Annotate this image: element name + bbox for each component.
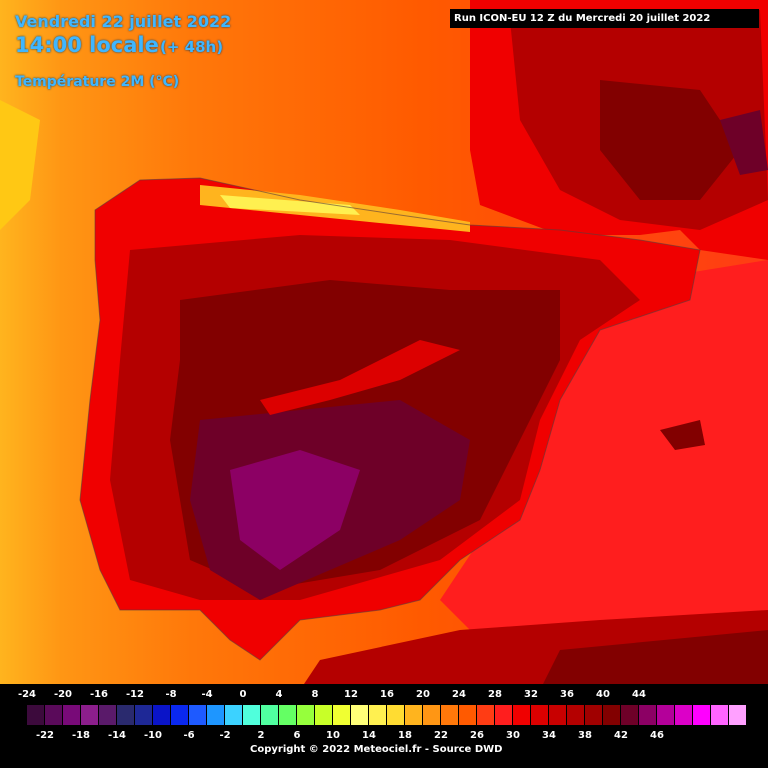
legend-swatch	[153, 705, 171, 725]
legend-swatch	[639, 705, 657, 725]
legend-label: 18	[398, 730, 412, 741]
legend-label: 6	[293, 730, 301, 741]
legend-label: 32	[524, 689, 538, 700]
legend-label: 4	[275, 689, 283, 700]
central-system-band	[260, 340, 460, 415]
legend-label: -18	[71, 730, 91, 741]
legend-label: -22	[35, 730, 55, 741]
legend-label: -2	[219, 730, 231, 741]
variable-label: Température 2M (°C)	[15, 74, 180, 90]
legend-swatch	[45, 705, 63, 725]
north-africa-hot	[540, 630, 768, 690]
legend-label: -6	[183, 730, 195, 741]
atlantic-cool-patch	[0, 100, 40, 230]
legend-swatch	[333, 705, 351, 725]
legend-swatch	[603, 705, 621, 725]
legend-label: -16	[89, 689, 109, 700]
legend-label: 30	[506, 730, 520, 741]
legend-swatch	[279, 705, 297, 725]
coastline	[79, 177, 701, 661]
legend-swatch	[261, 705, 279, 725]
legend-label: 20	[416, 689, 430, 700]
balearic-islands	[660, 420, 705, 450]
france-purple-spot	[720, 110, 768, 175]
legend-label: 0	[239, 689, 247, 700]
legend-label: -4	[201, 689, 213, 700]
legend-swatch	[693, 705, 711, 725]
legend-swatch	[621, 705, 639, 725]
legend-swatch	[711, 705, 729, 725]
legend-label: 40	[596, 689, 610, 700]
legend-swatch	[243, 705, 261, 725]
legend-swatch	[531, 705, 549, 725]
legend-swatch	[495, 705, 513, 725]
legend-label: -8	[165, 689, 177, 700]
legend-label: 42	[614, 730, 628, 741]
legend-swatch	[513, 705, 531, 725]
legend-swatch	[423, 705, 441, 725]
legend-color-bar	[27, 705, 747, 725]
legend-swatch	[351, 705, 369, 725]
legend-swatch	[549, 705, 567, 725]
forecast-date: Vendredi 22 juillet 2022	[15, 12, 232, 31]
legend-label: -12	[125, 689, 145, 700]
legend-label: 38	[578, 730, 592, 741]
legend-swatch	[27, 705, 45, 725]
legend-swatch	[657, 705, 675, 725]
legend-swatch	[729, 705, 747, 725]
legend-label: -14	[107, 730, 127, 741]
legend-label: 26	[470, 730, 484, 741]
color-legend: Copyright © 2022 Meteociel.fr - Source D…	[0, 684, 768, 768]
legend-swatch	[225, 705, 243, 725]
france-very-hot	[600, 80, 740, 200]
legend-swatch	[441, 705, 459, 725]
forecast-time: 14:00 locale	[15, 33, 159, 57]
legend-label: 8	[311, 689, 319, 700]
legend-swatch	[387, 705, 405, 725]
legend-swatch	[81, 705, 99, 725]
legend-swatch	[297, 705, 315, 725]
legend-label: -20	[53, 689, 73, 700]
iberia-extreme-peak	[230, 450, 360, 570]
legend-label: 44	[632, 689, 646, 700]
legend-label: 16	[380, 689, 394, 700]
copyright-text: Copyright © 2022 Meteociel.fr - Source D…	[250, 744, 503, 755]
legend-swatch	[171, 705, 189, 725]
legend-swatch	[207, 705, 225, 725]
legend-swatch	[99, 705, 117, 725]
legend-swatch	[405, 705, 423, 725]
legend-label: -24	[17, 689, 37, 700]
legend-label: 14	[362, 730, 376, 741]
legend-label: 46	[650, 730, 664, 741]
legend-label: 2	[257, 730, 265, 741]
legend-label: 34	[542, 730, 556, 741]
legend-swatch	[585, 705, 603, 725]
run-banner: Run ICON-EU 12 Z du Mercredi 20 juillet …	[450, 9, 759, 28]
legend-label: 36	[560, 689, 574, 700]
legend-label: 10	[326, 730, 340, 741]
legend-swatch	[369, 705, 387, 725]
legend-swatch	[675, 705, 693, 725]
forecast-offset: (+ 48h)	[160, 38, 224, 56]
north-coast-light	[220, 195, 360, 215]
legend-label: 28	[488, 689, 502, 700]
legend-swatch	[189, 705, 207, 725]
legend-swatch	[567, 705, 585, 725]
legend-swatch	[135, 705, 153, 725]
legend-label: -10	[143, 730, 163, 741]
legend-label: 24	[452, 689, 466, 700]
legend-swatch	[315, 705, 333, 725]
legend-swatch	[117, 705, 135, 725]
legend-label: 22	[434, 730, 448, 741]
legend-swatch	[63, 705, 81, 725]
legend-label: 12	[344, 689, 358, 700]
legend-swatch	[459, 705, 477, 725]
legend-swatch	[477, 705, 495, 725]
